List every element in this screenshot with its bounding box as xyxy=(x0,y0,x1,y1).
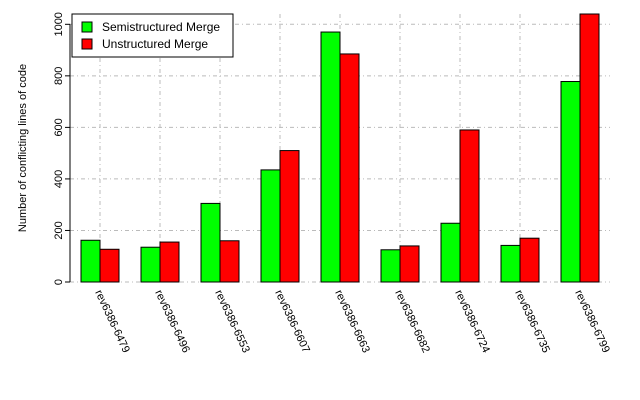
bar-semistructured xyxy=(260,169,281,283)
x-tick-label: rev6386-6663 xyxy=(332,288,372,355)
bar-semistructured xyxy=(440,222,461,283)
bars-layer xyxy=(80,13,600,283)
bar-semistructured xyxy=(500,244,521,283)
bar-unstructured xyxy=(99,248,120,283)
legend-label-semistructured: Semistructured Merge xyxy=(102,20,220,34)
x-tick-label: rev6386-6735 xyxy=(512,288,552,355)
x-tick-label: rev6386-6607 xyxy=(272,288,312,355)
y-tick-label: 600 xyxy=(53,118,65,136)
y-tick-label: 1000 xyxy=(53,12,65,36)
x-tick-label: rev6386-6553 xyxy=(212,288,252,355)
bar-unstructured xyxy=(459,129,480,283)
bar-semistructured xyxy=(560,81,581,283)
y-tick-label: 0 xyxy=(53,279,65,285)
x-tick-label: rev6386-6799 xyxy=(572,288,612,355)
y-tick-label: 200 xyxy=(53,221,65,239)
legend-swatch-semistructured xyxy=(81,21,93,33)
x-tick-label: rev6386-6724 xyxy=(452,288,492,355)
legend-swatch-unstructured xyxy=(81,38,93,50)
legend-box xyxy=(71,13,234,58)
bar-unstructured xyxy=(339,53,360,283)
bar-semistructured xyxy=(140,246,161,283)
x-tick-label: rev6386-6496 xyxy=(152,288,192,355)
legend: Semistructured Merge Unstructured Merge xyxy=(71,13,234,58)
bar-semistructured xyxy=(320,31,341,283)
x-tick-label: rev6386-6682 xyxy=(392,288,432,355)
legend-label-unstructured: Unstructured Merge xyxy=(102,37,208,51)
bar-unstructured xyxy=(579,13,600,283)
bar-unstructured xyxy=(219,240,240,283)
bar-unstructured xyxy=(159,241,180,283)
y-axis-label: Number of conflicting lines of code xyxy=(17,64,29,232)
bar-semistructured xyxy=(200,202,221,283)
bar-unstructured xyxy=(399,245,420,283)
y-tick-label: 400 xyxy=(53,170,65,188)
x-tick-label: rev6386-6479 xyxy=(92,288,132,355)
bar-semistructured xyxy=(80,239,101,283)
bar-unstructured xyxy=(519,237,540,283)
bar-unstructured xyxy=(279,150,300,283)
bar-semistructured xyxy=(380,249,401,283)
y-tick-label: 800 xyxy=(53,67,65,85)
